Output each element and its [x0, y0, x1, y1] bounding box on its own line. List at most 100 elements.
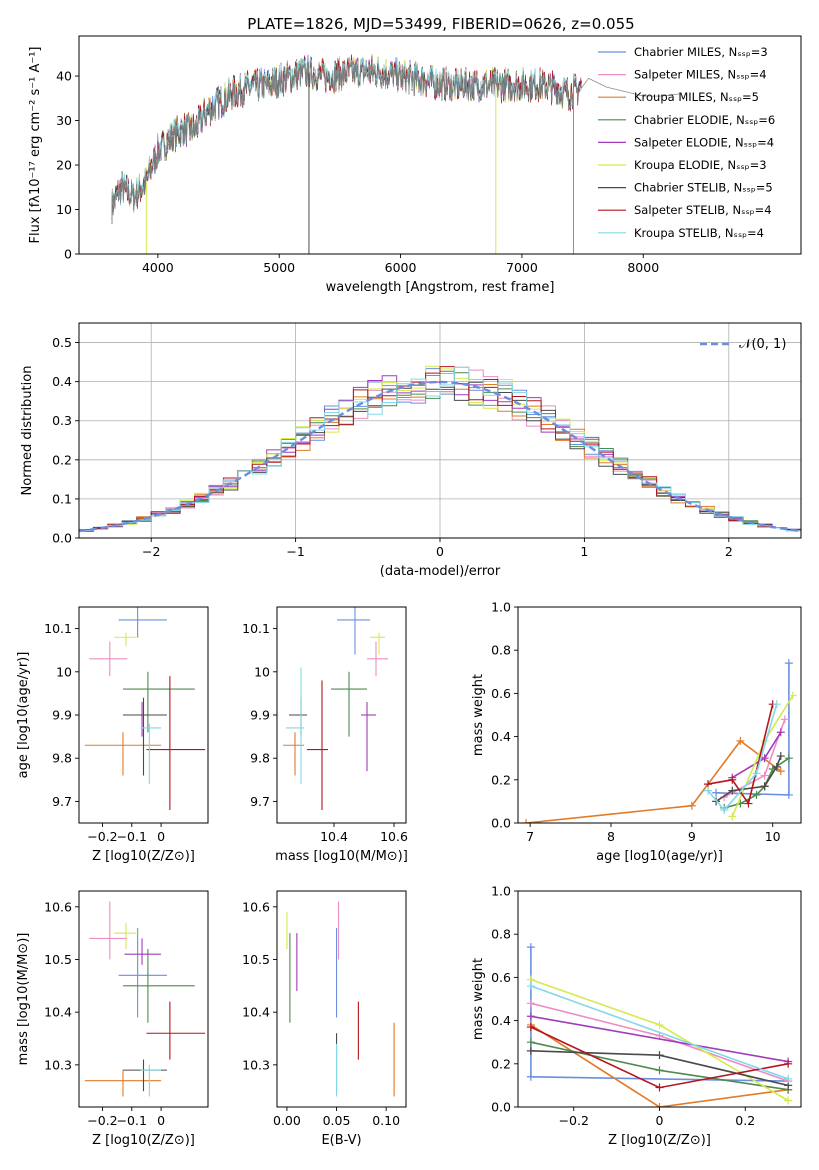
axes-frame: −0.2 0 0.2 0.0 0.2 0.4 0.6 0.8 1.0 Z [log10(Z/Z⊙)…: [471, 884, 802, 1148]
mass-weight-marker: [784, 1059, 793, 1068]
y-tick-label: 0.5: [52, 335, 72, 350]
mass-weight-marker: [655, 1083, 664, 1092]
plot-area: [111, 54, 680, 254]
legend-label: Chabrier STELIB, Nₛₛₚ=5: [634, 181, 773, 195]
residual-histogram-step: [79, 366, 801, 534]
chart-age_vs_mass: 10.4 10.6 9.7 9.8 9.9 10 10.1 mass [log10(M/M⊙)…: [242, 606, 408, 864]
y-tick-label: 9.7: [250, 794, 270, 809]
errorbar-point: [286, 667, 304, 785]
x-tick-label: 0: [157, 1113, 165, 1128]
y-tick-label: 0.8: [491, 927, 511, 942]
legend-label: Kroupa ELODIE, Nₛₛₚ=3: [634, 158, 767, 172]
mass-weight-line: [716, 663, 790, 796]
y-tick-label: 0.8: [491, 643, 511, 658]
y-tick-label: 10.1: [44, 621, 72, 636]
y-tick-label: 0.6: [491, 970, 511, 985]
y-tick-label: 10: [56, 664, 72, 679]
mass-weight-line: [526, 739, 782, 823]
y-tick-label: 10.5: [44, 952, 72, 967]
x-tick-label: 2: [725, 544, 733, 559]
y-axis-label: mass weight: [471, 674, 486, 756]
x-tick-label: 0.00: [273, 1113, 301, 1128]
y-axis-label: mass weight: [471, 958, 486, 1040]
mass-weight-marker: [526, 1046, 535, 1055]
mass-weight-marker: [784, 1074, 793, 1083]
x-tick-label: 5000: [263, 260, 295, 275]
legend-label: Salpeter STELIB, Nₛₛₚ=4: [634, 203, 772, 217]
y-tick-label: 10.4: [242, 1005, 270, 1020]
x-tick-label: 1: [580, 544, 588, 559]
errorbar-point: [146, 676, 206, 811]
mass-weight-marker: [780, 715, 789, 724]
errorbar-point: [140, 723, 162, 785]
y-tick-label: 10: [56, 202, 72, 217]
mass-weight-marker: [728, 775, 737, 784]
y-tick-label: 0.4: [491, 1013, 511, 1028]
chart-mass_vs_ebv: 0.00 0.05 0.10 10.3 10.4 10.5 10.6 E(B-V): [242, 890, 407, 1148]
errorbar-point: [122, 1059, 167, 1092]
x-tick-label: −2: [142, 544, 160, 559]
plot-area: [84, 607, 206, 811]
y-tick-label: 0: [64, 247, 72, 262]
chart-mass_vs_Z: −0.2−0.1 0 10.3 10.4 10.5 10.6 Z [log10(Z/Z⊙)]…: [16, 890, 209, 1148]
y-axis-label: mass [log10(M/M⊙)]: [16, 933, 31, 1066]
mass-weight-marker: [687, 801, 696, 810]
y-tick-label: 0.0: [491, 1100, 511, 1115]
mass-weight-marker: [728, 786, 737, 795]
x-axis-label: mass [log10(M/M⊙)]: [275, 849, 408, 864]
mass-weight-marker: [720, 806, 729, 815]
mass-weight-marker: [776, 728, 785, 737]
axes-frame: 4000 5000 6000 7000 8000 0 10 20 30 40 wavelength …: [28, 35, 802, 295]
errorbar-point: [337, 607, 370, 655]
mass-weight-marker: [526, 943, 535, 952]
axes-border: [78, 890, 209, 1108]
y-axis-label: age [log10(age/yr)]: [16, 652, 31, 779]
plot-area: [79, 365, 801, 534]
x-axis-label: E(B-V): [321, 1133, 361, 1148]
y-tick-label: 10.6: [44, 899, 72, 914]
y-tick-label: 10.3: [242, 1057, 270, 1072]
errorbar-point: [84, 732, 162, 776]
legend-label: 𝒩(0, 1): [739, 337, 786, 352]
x-tick-label: 10.4: [320, 829, 348, 844]
legend-label: Kroupa STELIB, Nₛₛₚ=4: [634, 226, 764, 240]
mass-weight-marker: [522, 819, 531, 823]
normal-reference-curve: [79, 380, 801, 533]
y-tick-label: 10.3: [44, 1057, 72, 1072]
mass-weight-marker: [526, 1023, 535, 1032]
y-tick-label: 0.2: [52, 452, 72, 467]
mass-weight-marker: [776, 767, 785, 776]
legend-label: Chabrier ELODIE, Nₛₛₚ=6: [634, 113, 775, 127]
mass-weight-line: [707, 703, 778, 812]
errorbar-point: [122, 671, 195, 733]
mass-weight-marker: [784, 754, 793, 763]
mass-weight-marker: [752, 790, 761, 799]
mass-weight-marker: [655, 1103, 664, 1107]
x-axis-label: Z [log10(Z/Z⊙)]: [92, 1133, 195, 1148]
axes-frame: 0.00 0.05 0.10 10.3 10.4 10.5 10.6 E(B-V): [242, 890, 407, 1148]
mass-weight-marker: [788, 691, 797, 700]
x-tick-label: 9: [688, 829, 696, 844]
mass-weight-marker: [712, 788, 721, 797]
errorbar-point: [367, 641, 388, 677]
y-tick-label: 10.4: [44, 1005, 72, 1020]
mass-weight-marker: [784, 1096, 793, 1105]
chart-residuals: −2 −1 0 1 2 0.0 0.1 0.2 0.3 0.4 0.5 (data-model)/er…: [20, 322, 802, 579]
axes-border: [276, 890, 407, 1108]
errorbar-point: [289, 697, 307, 737]
y-tick-label: 10: [254, 664, 270, 679]
x-tick-label: 8000: [627, 260, 659, 275]
y-tick-label: 9.7: [52, 794, 72, 809]
legend-label: Kroupa MILES, Nₛₛₚ=5: [634, 90, 759, 104]
plots-layer: 4000 5000 6000 7000 8000010203040wavelength …: [16, 35, 802, 1148]
y-tick-label: 0.2: [491, 772, 511, 787]
y-tick-label: 10.1: [242, 621, 270, 636]
x-tick-label: 0: [157, 829, 165, 844]
errorbar-point: [361, 702, 376, 772]
y-tick-label: 0.4: [52, 374, 72, 389]
chart-spectrum: 4000 5000 6000 7000 8000 0 10 20 30 40 wavelength …: [28, 35, 802, 295]
mass-weight-marker: [784, 659, 793, 668]
mass-weight-line: [530, 1015, 789, 1063]
x-tick-label: 7: [526, 829, 534, 844]
spectrum-data-line: [111, 61, 680, 221]
